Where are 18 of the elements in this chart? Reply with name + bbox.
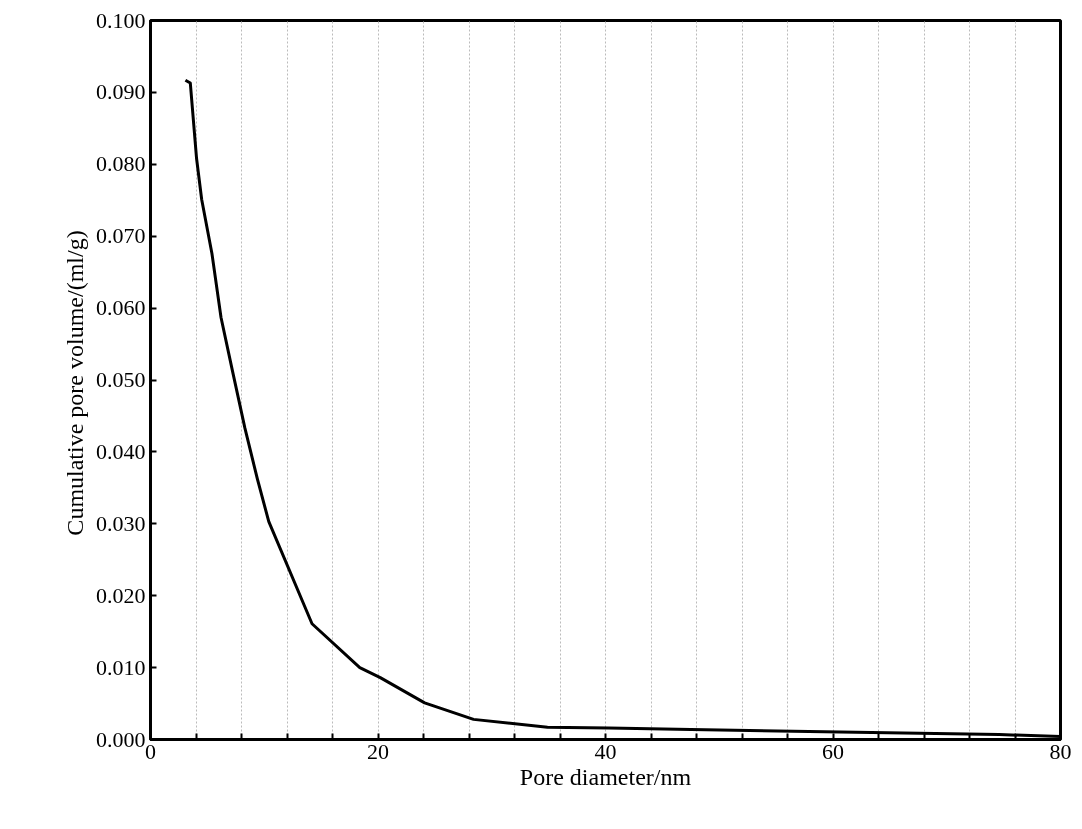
x-axis-title: Pore diameter/nm: [519, 763, 692, 790]
y-tick-label: 0.100: [96, 7, 146, 33]
y-tick-label: 0.070: [96, 223, 146, 249]
x-tick-label: 0: [145, 738, 156, 764]
y-tick-label: 0.020: [96, 582, 146, 608]
y-axis-title: Cumulative pore volume/(ml/g): [62, 230, 88, 536]
y-tick-label: 0.010: [96, 654, 146, 680]
y-tick-label: 0.060: [96, 295, 146, 321]
y-tick-label: 0.080: [96, 151, 146, 177]
x-tick-label: 80: [1049, 738, 1072, 764]
y-tick-label: 0.090: [96, 79, 146, 105]
x-tick-label: 60: [822, 738, 844, 764]
x-tick-label: 20: [367, 738, 389, 764]
y-tick-label: 0.040: [96, 438, 146, 464]
y-tick-label: 0.050: [96, 367, 146, 392]
y-tick-label: 0.000: [96, 726, 146, 752]
y-tick-label: 0.030: [96, 510, 146, 536]
x-tick-label: 40: [594, 738, 617, 764]
